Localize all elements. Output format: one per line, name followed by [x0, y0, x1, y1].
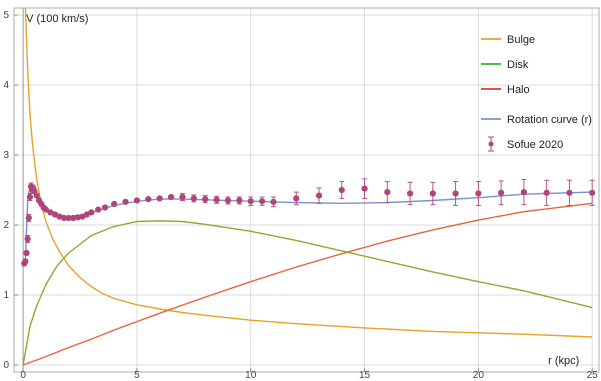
- legend-label: Halo: [507, 84, 530, 96]
- data-point: [361, 185, 368, 192]
- data-point: [315, 192, 323, 199]
- data-point: [88, 209, 95, 216]
- data-point: [202, 196, 209, 203]
- series-line: [22, 202, 593, 366]
- legend-item: Halo: [481, 84, 530, 96]
- data-point: [26, 193, 34, 201]
- data-point: [179, 193, 186, 201]
- data-point: [498, 189, 505, 196]
- legend-label: Bulge: [507, 34, 535, 46]
- data-point: [95, 206, 102, 213]
- legend-item: Bulge: [481, 34, 535, 46]
- data-point: [520, 189, 527, 196]
- y-axis-label: V (100 km/s): [26, 13, 88, 25]
- series-line: [22, 220, 593, 366]
- data-point: [247, 198, 254, 205]
- data-point: [42, 206, 49, 213]
- data-point: [259, 198, 266, 205]
- y-tick-label: 4: [3, 80, 9, 91]
- data-point: [293, 195, 300, 202]
- series-line: [24, 187, 593, 261]
- tick-labels: 0 5 10 15 20 25 0 1 2 3 4 5: [3, 10, 598, 381]
- data-point: [156, 195, 163, 202]
- data-point: [406, 190, 414, 197]
- legend-item: Sofue 2020: [488, 136, 563, 152]
- x-tick-label: 25: [587, 370, 599, 381]
- data-point: [101, 204, 109, 211]
- data-point: [429, 190, 436, 197]
- data-point: [270, 198, 277, 205]
- data-point: [74, 214, 81, 221]
- series-bulge: [24, 7, 593, 338]
- data-point: [70, 214, 77, 222]
- x-tick-label: 15: [359, 370, 371, 381]
- data-point: [122, 198, 129, 205]
- data-point: [33, 192, 40, 199]
- legend-label: Rotation curve (r): [507, 114, 592, 126]
- y-tick-label: 5: [3, 10, 9, 21]
- series-sofue-2020: [21, 178, 596, 267]
- data-point: [190, 195, 197, 202]
- data-point: [236, 197, 243, 204]
- x-tick-label: 0: [20, 370, 26, 381]
- y-tick-label: 2: [3, 220, 9, 231]
- data-point: [213, 196, 220, 203]
- data-point: [65, 214, 72, 222]
- series-disk: [22, 220, 593, 366]
- x-tick-label: 20: [473, 370, 485, 381]
- axes: [13, 7, 600, 373]
- x-tick-label: 10: [245, 370, 257, 381]
- series-layer: [21, 7, 596, 366]
- data-point: [23, 249, 30, 257]
- plot-frame: [13, 7, 600, 373]
- legend-swatch-dot: [488, 141, 494, 147]
- y-tick-label: 3: [3, 150, 9, 161]
- legend-label: Sofue 2020: [507, 139, 563, 151]
- series-halo: [22, 202, 593, 366]
- legend: Bulge Disk Halo Rotation curve (r) Sofue 202…: [481, 34, 592, 152]
- data-point: [22, 258, 29, 265]
- data-point: [167, 193, 175, 201]
- data-point: [384, 189, 391, 196]
- legend-item: Disk: [481, 59, 529, 71]
- legend-item: Rotation curve (r): [481, 114, 592, 126]
- y-tick-label: 1: [3, 290, 9, 301]
- data-point: [60, 214, 68, 222]
- data-point: [566, 189, 573, 196]
- data-point: [25, 214, 32, 222]
- data-point: [543, 189, 550, 196]
- series-line: [24, 7, 593, 338]
- data-point: [338, 186, 345, 194]
- data-point: [224, 197, 232, 204]
- data-point: [111, 200, 118, 208]
- data-point: [452, 190, 459, 197]
- data-point: [145, 196, 152, 203]
- legend-label: Disk: [507, 59, 529, 71]
- data-point: [24, 235, 31, 243]
- x-axis-label: r (kpc): [548, 355, 579, 367]
- series-rotation-curve-r: [24, 187, 593, 261]
- data-point: [475, 190, 482, 197]
- x-tick-label: 5: [134, 370, 140, 381]
- y-tick-label: 0: [3, 360, 9, 371]
- data-point: [133, 197, 141, 204]
- data-point: [589, 189, 596, 196]
